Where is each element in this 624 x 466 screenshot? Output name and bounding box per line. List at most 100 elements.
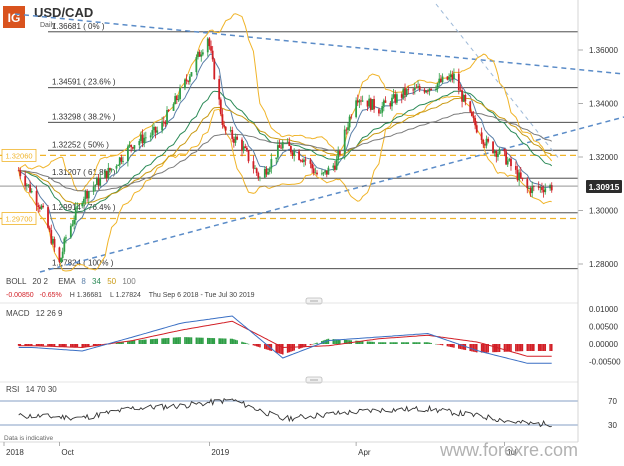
price-tick-label: 1.32000 <box>589 153 618 162</box>
disclaimer: Data is indicative <box>4 435 54 442</box>
level-tag-bg <box>1 212 37 225</box>
candle-body <box>436 83 439 89</box>
candle-body <box>35 191 38 206</box>
date-range: Thu Sep 6 2018 - Tue Jul 30 2019 <box>149 292 255 299</box>
macd-histogram-bar <box>451 344 454 348</box>
macd-histogram-bar <box>400 342 403 344</box>
time-tick-label: Jul <box>506 448 516 457</box>
candle-body <box>311 163 314 169</box>
pane-splitter-2[interactable] <box>305 376 323 384</box>
macd-histogram-bar <box>223 338 225 344</box>
candle-body <box>84 191 87 199</box>
change-pct: -0.65% <box>40 292 62 299</box>
macd-histogram-bar <box>210 338 212 344</box>
candle-body <box>118 157 121 166</box>
time-tick-label: 2019 <box>211 448 229 457</box>
macd-histogram-bar <box>436 344 439 345</box>
macd-params: 12 26 9 <box>36 309 63 318</box>
macd-histogram-bar <box>360 341 362 344</box>
candle-body <box>242 146 245 151</box>
rsi-tick-label: 30 <box>608 421 617 430</box>
macd-histogram-bar <box>391 342 393 344</box>
macd-histogram-bar <box>311 344 313 345</box>
macd-histogram-bar <box>458 344 460 349</box>
macd-histogram-bar <box>120 342 123 344</box>
price-tick-label: 1.36000 <box>589 46 618 55</box>
fib-level-label: 1.33298 ( 38.2% ) <box>52 112 116 121</box>
candle-body <box>247 150 250 162</box>
candle-body <box>400 94 403 98</box>
candle-body <box>518 172 521 181</box>
horizontal-levels: 1.32060 1.29700 <box>0 148 578 225</box>
macd-histogram-bar <box>544 344 547 351</box>
candle-body <box>210 46 212 51</box>
candle-body <box>107 167 110 179</box>
candle-body <box>539 186 542 188</box>
candle-body <box>76 206 79 208</box>
macd-histogram-bar <box>286 344 289 353</box>
macd-histogram-bar <box>441 344 444 346</box>
candle-body <box>19 170 22 177</box>
candle-body <box>549 185 552 189</box>
macd-histogram-bar <box>469 344 472 352</box>
candle-body <box>516 169 519 181</box>
candle-body <box>337 151 340 160</box>
macd-histogram-bar <box>484 344 486 353</box>
macd-histogram-bar <box>190 337 193 344</box>
candle-body <box>37 205 40 208</box>
candle-body <box>497 153 499 157</box>
candle-body <box>198 51 201 57</box>
macd-histogram-bar <box>428 342 431 344</box>
macd-histogram-bar <box>518 344 520 352</box>
macd-histogram-bar <box>156 338 159 344</box>
candle-body <box>542 189 545 193</box>
candle-body <box>97 178 100 186</box>
candle-body <box>229 130 232 131</box>
macd-histogram-bar <box>145 339 147 344</box>
candle-body <box>541 186 543 190</box>
candle-body <box>358 100 361 103</box>
pane-splitter-1[interactable] <box>305 297 323 305</box>
svg-text:-0.00850 -0.65% H: -0.00850 -0.65% H 1.36681 L 1.27824 Thu … <box>6 292 255 299</box>
candle-body <box>415 87 418 89</box>
macd-histogram-bar <box>343 339 346 344</box>
candle-body <box>485 138 488 146</box>
macd-histogram-bar <box>213 338 216 344</box>
fibonacci-levels: 1.36681 ( 0% ) 1.34591 ( 23.6% ) 1.33298 (… <box>48 22 578 270</box>
macd-histogram-bar <box>358 340 361 344</box>
macd-histogram-bar <box>42 344 44 347</box>
macd-histogram-bar <box>154 338 157 344</box>
macd-histogram-bar <box>472 344 475 352</box>
current-price-tag-bg <box>586 180 622 193</box>
candle-body <box>74 207 77 220</box>
candle-body <box>446 76 449 80</box>
macd-histogram-bar <box>474 344 476 353</box>
fib-level-label: 1.27824 ( 100% ) <box>52 259 114 268</box>
candle-body <box>291 152 294 156</box>
candle-body <box>177 99 180 101</box>
macd-histogram-bar <box>356 340 359 344</box>
candle-body <box>407 89 410 91</box>
macd-histogram-bar <box>236 340 238 344</box>
macd-histogram-bar <box>327 338 330 344</box>
macd-histogram-bar <box>30 344 33 346</box>
macd-histogram-bar <box>76 344 79 348</box>
candle-body <box>206 38 209 53</box>
macd-histogram-bar <box>149 339 152 344</box>
macd-histogram-bar <box>339 339 341 344</box>
macd-histogram-bar <box>117 342 119 344</box>
macd-histogram-bar <box>96 344 98 346</box>
candle-body <box>426 90 429 92</box>
macd-histogram-bar <box>347 340 349 344</box>
candle-body <box>299 160 302 161</box>
candle-body <box>104 171 106 178</box>
indicator-legend: BOLL 20 2 EMA 8 34 50 100 -0.00850 -0.65… <box>6 277 255 299</box>
candle-body <box>526 179 529 189</box>
macd-histogram-bar <box>151 339 154 344</box>
candle-body <box>115 165 118 169</box>
macd-histogram-bar <box>345 339 348 344</box>
macd-histogram-bar <box>389 342 392 344</box>
candle-body <box>175 96 178 101</box>
macd-histogram-bar <box>71 344 74 348</box>
candle-body <box>275 157 278 159</box>
